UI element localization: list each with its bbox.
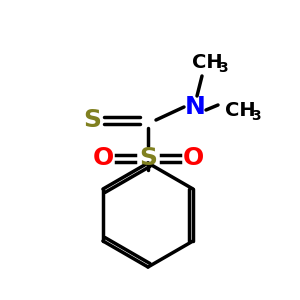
Text: CH: CH [192, 52, 222, 71]
Text: 3: 3 [251, 109, 261, 123]
Text: S: S [83, 108, 101, 132]
Text: N: N [184, 95, 206, 119]
Text: O: O [182, 146, 204, 170]
Text: O: O [92, 146, 114, 170]
Text: S: S [139, 146, 157, 170]
Text: 3: 3 [218, 61, 228, 75]
Text: CH: CH [225, 100, 255, 119]
